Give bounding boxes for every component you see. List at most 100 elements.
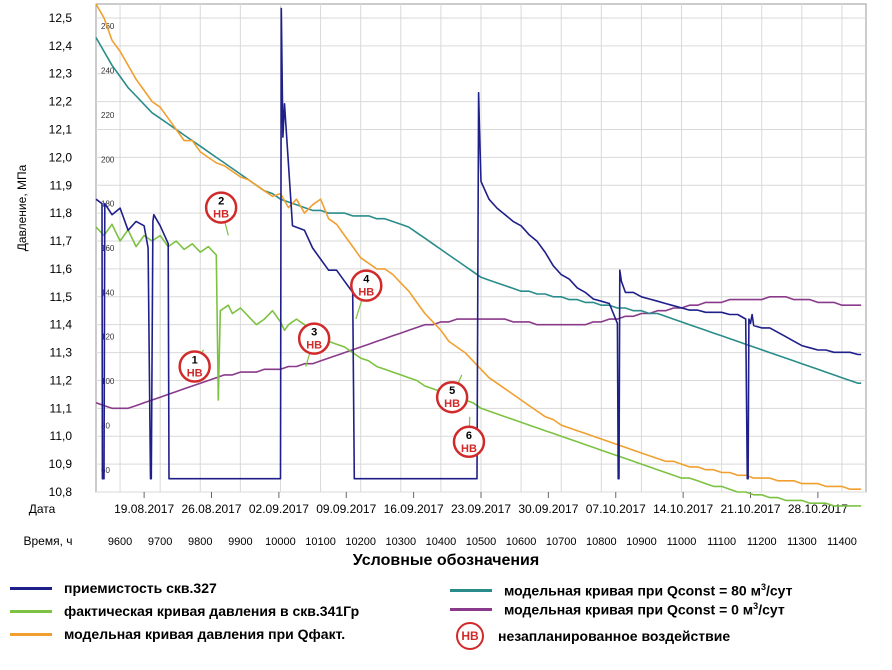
y-tick-label: 11,6 xyxy=(50,262,73,276)
date-axis-label: Дата xyxy=(29,502,56,516)
event-label: НВ xyxy=(213,209,229,221)
hour-tick-label: 10500 xyxy=(466,536,497,548)
date-tick-label: 07.10.2017 xyxy=(586,502,646,516)
hour-tick-label: 10700 xyxy=(546,536,577,548)
y2-tick-label: 80 xyxy=(101,421,110,430)
y-axis-label: Давление, МПа xyxy=(15,164,29,251)
legend-item-model-qfact: модельная кривая давления при Qфакт. xyxy=(10,626,345,642)
event-number: 1 xyxy=(192,355,198,367)
series-line xyxy=(95,223,862,507)
date-tick-label: 23.09.2017 xyxy=(451,502,511,516)
date-tick-label: 28.10.2017 xyxy=(788,502,848,516)
event-number: 2 xyxy=(218,196,224,208)
hour-tick-label: 10000 xyxy=(265,536,296,548)
date-tick-label: 26.08.2017 xyxy=(181,502,241,516)
y-tick-label: 10,8 xyxy=(49,485,73,499)
date-tick-label: 16.09.2017 xyxy=(384,502,444,516)
unplanned-event-icon: НВ xyxy=(456,622,484,650)
y-tick-label: 11,1 xyxy=(50,401,73,415)
legend-label: приемистость скв.327 xyxy=(64,580,217,596)
y-tick-label: 12,1 xyxy=(49,122,73,136)
hour-tick-label: 10400 xyxy=(426,536,457,548)
y-tick-label: 12,0 xyxy=(49,150,73,164)
hour-tick-label: 10600 xyxy=(506,536,537,548)
hour-tick-label: 9900 xyxy=(228,536,252,548)
date-tick-label: 02.09.2017 xyxy=(249,502,309,516)
event-label: НВ xyxy=(461,443,477,455)
legend-title: Условные обозначения xyxy=(352,552,540,569)
y-tick-label: 11,3 xyxy=(50,346,73,360)
date-tick-label: 21.10.2017 xyxy=(720,502,780,516)
legend-label: модельная кривая давления при Qфакт. xyxy=(64,626,346,642)
hour-tick-label: 10800 xyxy=(586,536,617,548)
y-tick-label: 11,7 xyxy=(50,234,73,248)
event-number: 4 xyxy=(363,274,370,286)
hour-tick-label: 10900 xyxy=(626,536,657,548)
y2-tick-label: 120 xyxy=(101,333,115,342)
event-marker-icon xyxy=(452,425,486,459)
pressure-chart: 10,8 10,9 11,0 11,1 11,2 11,3 11,4 11,5 11,6 11,7… xyxy=(15,3,867,548)
y-tick-label: 12,5 xyxy=(49,11,73,25)
legend-item-unplanned: НВ незапланированное воздействие xyxy=(456,622,730,650)
event-marker-icon xyxy=(297,322,331,355)
event-label: НВ xyxy=(306,340,322,352)
legend-swatch xyxy=(450,588,492,592)
hour-tick-label: 11000 xyxy=(667,536,697,548)
legend-label: незапланированное воздействие xyxy=(498,628,731,644)
legend-label: фактическая кривая давления в скв.341Гр xyxy=(64,603,360,619)
event-marker-icon xyxy=(350,269,383,302)
event-number: 5 xyxy=(449,385,455,397)
y-tick-label: 11,2 xyxy=(50,373,73,387)
event-label: НВ xyxy=(444,398,460,410)
y-tick-label: 12,3 xyxy=(49,67,73,81)
y-tick-label: 11,9 xyxy=(50,178,73,192)
series-line xyxy=(95,37,862,384)
hour-tick-label: 11300 xyxy=(787,536,817,548)
y2-tick-label: 100 xyxy=(101,377,115,386)
y2-tick-label: 60 xyxy=(101,466,110,475)
y2-tick-label: 140 xyxy=(101,288,115,297)
legend-swatch xyxy=(10,632,52,636)
event-marker-icon xyxy=(204,191,238,224)
event-marker-icon xyxy=(435,380,469,414)
legend-item-injectivity: приемистость скв.327 xyxy=(10,580,217,596)
y2-tick-label: 240 xyxy=(101,67,115,76)
date-tick-label: 09.09.2017 xyxy=(316,502,376,516)
legend-label: модельная кривая при Qconst = 80 м3/сут xyxy=(504,582,793,599)
y-tick-label: 12,2 xyxy=(49,95,73,109)
event-number: 6 xyxy=(466,430,472,442)
date-tick-label: 14.10.2017 xyxy=(653,502,713,516)
hour-tick-label: 9600 xyxy=(108,536,132,548)
hour-tick-label: 10200 xyxy=(345,536,376,548)
hour-tick-label: 10100 xyxy=(305,536,336,548)
hour-tick-label: 9800 xyxy=(188,536,212,548)
event-marker-icon xyxy=(178,350,211,383)
legend-item-actual-pressure: фактическая кривая давления в скв.341Гр xyxy=(10,603,359,619)
legend-item-model-q0: модельная кривая при Qconst = 0 м3/сут xyxy=(450,601,785,618)
y2-tick-label: 200 xyxy=(101,155,115,164)
y-tick-label: 10,9 xyxy=(49,457,73,471)
y2-tick-label: 160 xyxy=(101,244,115,253)
y2-tick-label: 220 xyxy=(101,111,115,120)
hour-tick-label: 10300 xyxy=(385,536,416,548)
y-tick-label: 11,5 xyxy=(50,290,73,304)
y-tick-label: 11,0 xyxy=(50,429,73,443)
event-number: 3 xyxy=(311,327,317,339)
series-line xyxy=(95,7,862,480)
y-tick-label: 11,4 xyxy=(50,318,73,332)
y-tick-label: 12,4 xyxy=(49,39,73,53)
legend: Условные обозначения приемистость скв.32… xyxy=(0,548,892,670)
time-axis-label: Время, ч xyxy=(23,534,72,548)
event-label: НВ xyxy=(358,287,374,299)
y-tick-label: 11,8 xyxy=(50,206,73,220)
event-label: НВ xyxy=(187,368,203,380)
hour-tick-label: 11200 xyxy=(747,536,777,548)
hour-tick-label: 11100 xyxy=(707,536,736,548)
legend-swatch xyxy=(450,607,492,611)
date-tick-label: 19.08.2017 xyxy=(114,502,174,516)
date-tick-label: 30.09.2017 xyxy=(518,502,578,516)
y2-tick-label: 180 xyxy=(101,200,115,209)
hour-tick-label: 11400 xyxy=(827,536,857,548)
legend-item-model-q80: модельная кривая при Qconst = 80 м3/сут xyxy=(450,582,792,599)
series-line xyxy=(95,296,862,410)
